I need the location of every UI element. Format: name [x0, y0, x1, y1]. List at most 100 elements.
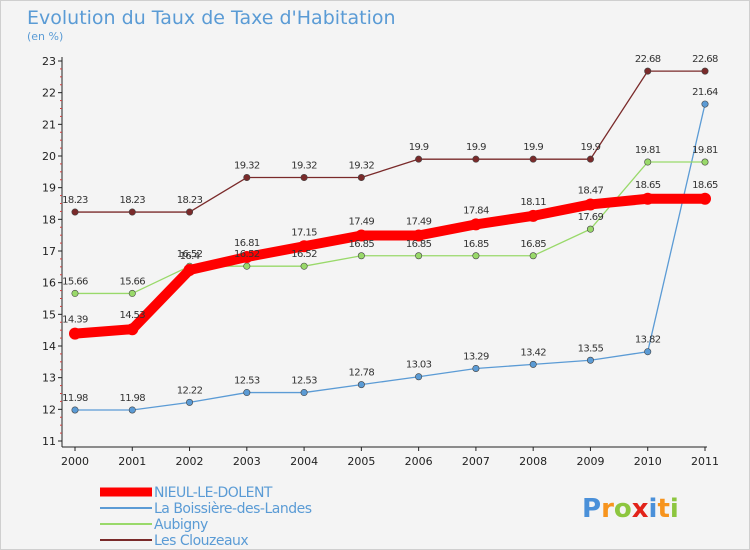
data-point-la-boissi-re-des-landes	[71, 406, 79, 414]
legend-entry: Aubigny	[154, 517, 208, 533]
data-label-aubigny: 15.66	[119, 276, 145, 287]
legend-entry: La Boissière-des-Landes	[154, 501, 312, 517]
data-point-les-clouzeaux	[472, 155, 480, 163]
data-label-la-boissi-re-des-landes: 11.98	[62, 393, 88, 404]
data-point-les-clouzeaux	[529, 155, 537, 163]
x-tick-label: 2007	[462, 455, 490, 468]
data-label-la-boissi-re-des-landes: 13.55	[578, 343, 604, 354]
data-point-nieul-le-dolent	[126, 323, 139, 336]
data-point-nieul-le-dolent	[355, 229, 368, 242]
y-tick-label: 20	[42, 150, 56, 163]
data-point-la-boissi-re-des-landes	[300, 389, 308, 397]
data-label-nieul-le-dolent: 17.84	[463, 205, 489, 216]
data-point-nieul-le-dolent	[527, 209, 540, 222]
data-point-aubigny	[357, 252, 365, 260]
data-label-aubigny: 16.52	[291, 249, 317, 260]
data-label-nieul-le-dolent: 17.49	[349, 216, 375, 227]
data-label-les-clouzeaux: 18.23	[177, 195, 203, 206]
series-line-nieul-le-dolent	[70, 193, 710, 339]
data-label-aubigny: 16.52	[234, 249, 260, 260]
x-tick-label: 2000	[61, 455, 89, 468]
data-point-les-clouzeaux	[415, 155, 423, 163]
series-line-aubigny	[74, 161, 706, 295]
chart-subtitle: (en %)	[27, 30, 63, 43]
data-point-nieul-le-dolent	[298, 240, 311, 253]
data-point-la-boissi-re-des-landes	[128, 406, 136, 414]
data-point-nieul-le-dolent	[240, 251, 253, 264]
logo-letter: o	[614, 494, 632, 524]
data-label-aubigny: 16.52	[177, 249, 203, 260]
x-tick-label: 2002	[176, 455, 204, 468]
data-label-nieul-le-dolent: 17.49	[406, 216, 432, 227]
data-point-la-boissi-re-des-landes	[644, 348, 652, 356]
x-tick-label: 2011	[691, 455, 719, 468]
data-label-nieul-le-dolent: 14.53	[119, 310, 145, 321]
series-lines	[69, 67, 711, 414]
proxiti-logo: Proxiti	[582, 494, 679, 524]
data-label-nieul-le-dolent: 14.39	[62, 315, 88, 326]
data-label-aubigny: 15.66	[62, 276, 88, 287]
y-tick-label: 17	[42, 245, 56, 258]
data-label-aubigny: 16.85	[520, 239, 546, 250]
data-point-la-boissi-re-des-landes	[701, 100, 709, 108]
x-tick-label: 2001	[118, 455, 146, 468]
data-label-la-boissi-re-des-landes: 12.53	[234, 376, 260, 387]
data-point-nieul-le-dolent	[584, 198, 597, 211]
data-point-les-clouzeaux	[300, 174, 308, 182]
x-axis-ticks: 2000 2001 2002 2003 2004 2005 2006 2007 2008 2009…	[61, 447, 719, 468]
chart-title: Evolution du Taux de Taxe d'Habitation	[27, 7, 396, 29]
data-point-les-clouzeaux	[243, 174, 251, 182]
data-point-aubigny	[128, 289, 136, 297]
data-label-la-boissi-re-des-landes: 12.78	[349, 368, 375, 379]
data-label-la-boissi-re-des-landes: 12.22	[177, 385, 203, 396]
data-point-la-boissi-re-des-landes	[472, 364, 480, 372]
logo-text: Proxiti	[582, 494, 679, 524]
x-tick-label: 2004	[290, 455, 318, 468]
logo-letter: i	[649, 494, 658, 524]
y-tick-label: 16	[42, 277, 56, 290]
data-point-la-boissi-re-des-landes	[415, 373, 423, 381]
legend-entry: Les Clouzeaux	[154, 533, 248, 549]
data-point-aubigny	[71, 289, 79, 297]
data-label-aubigny: 16.85	[349, 239, 375, 250]
data-point-nieul-le-dolent	[641, 192, 654, 205]
data-point-nieul-le-dolent	[412, 229, 425, 242]
data-label-la-boissi-re-des-landes: 13.82	[635, 335, 661, 346]
data-point-la-boissi-re-des-landes	[243, 389, 251, 397]
data-point-les-clouzeaux	[186, 208, 194, 216]
data-label-nieul-le-dolent: 17.15	[291, 227, 317, 238]
data-point-aubigny	[415, 252, 423, 260]
data-labels: 14.39 14.53 16.4 16.81 17.15 17.49 17.49 17.84 1…	[62, 54, 718, 404]
data-label-nieul-le-dolent: 18.11	[520, 197, 546, 208]
logo-letter: i	[670, 494, 679, 524]
x-tick-label: 2009	[576, 455, 604, 468]
data-point-la-boissi-re-des-landes	[586, 356, 594, 364]
x-tick-label: 2003	[233, 455, 261, 468]
data-label-nieul-le-dolent: 16.81	[234, 238, 260, 249]
data-point-les-clouzeaux	[644, 67, 652, 75]
x-tick-label: 2010	[634, 455, 662, 468]
data-label-les-clouzeaux: 22.68	[635, 54, 661, 65]
data-label-aubigny: 16.85	[406, 239, 432, 250]
data-label-aubigny: 16.85	[463, 239, 489, 250]
data-point-les-clouzeaux	[357, 174, 365, 182]
x-tick-label: 2006	[405, 455, 433, 468]
data-label-les-clouzeaux: 22.68	[692, 54, 718, 65]
logo-letter: P	[582, 494, 601, 524]
data-label-aubigny: 19.81	[692, 145, 718, 156]
data-point-nieul-le-dolent	[183, 264, 196, 276]
data-point-nieul-le-dolent	[699, 192, 711, 205]
data-point-aubigny	[701, 158, 709, 166]
data-label-la-boissi-re-des-landes: 13.42	[520, 347, 546, 358]
y-tick-label: 21	[42, 118, 56, 131]
data-point-les-clouzeaux	[71, 208, 79, 216]
data-label-les-clouzeaux: 18.23	[62, 195, 88, 206]
data-label-les-clouzeaux: 19.9	[409, 142, 429, 153]
data-point-aubigny	[644, 158, 652, 166]
data-label-aubigny: 19.81	[635, 145, 661, 156]
y-tick-label: 23	[42, 55, 56, 68]
series-line-les-clouzeaux	[74, 70, 706, 213]
data-label-les-clouzeaux: 18.23	[119, 195, 145, 206]
data-point-aubigny	[243, 262, 251, 270]
